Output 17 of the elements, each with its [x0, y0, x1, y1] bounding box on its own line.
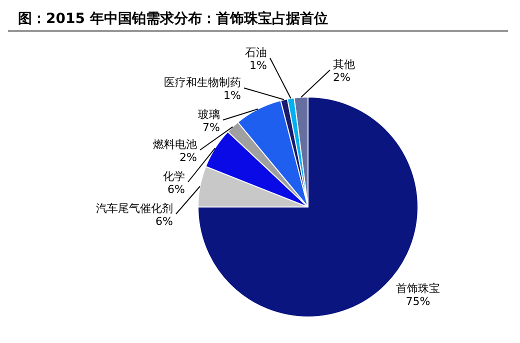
data-label: 75% [406, 295, 430, 308]
slice-label: 燃料电池 [153, 138, 197, 151]
slice-label: 首饰珠宝 [396, 282, 440, 295]
slice-label: 医疗和生物制药 [164, 76, 241, 89]
data-label: 2% [180, 151, 197, 164]
slice-label: 石油 [245, 46, 267, 59]
data-label: 6% [168, 183, 185, 196]
slice-label: 其他 [333, 58, 355, 71]
data-label: 6% [156, 215, 173, 228]
data-label: 1% [224, 89, 241, 102]
data-label: 7% [202, 121, 220, 134]
data-label: 1% [250, 59, 267, 72]
data-label: 2% [333, 71, 350, 84]
slice-label: 汽车尾气催化剂 [96, 202, 173, 215]
slice-label: 玻璃 [198, 108, 220, 121]
slice-label: 化学 [163, 170, 185, 183]
chart-title: 图：2015 年中国铂需求分布：首饰珠宝占据首位 [8, 8, 508, 32]
